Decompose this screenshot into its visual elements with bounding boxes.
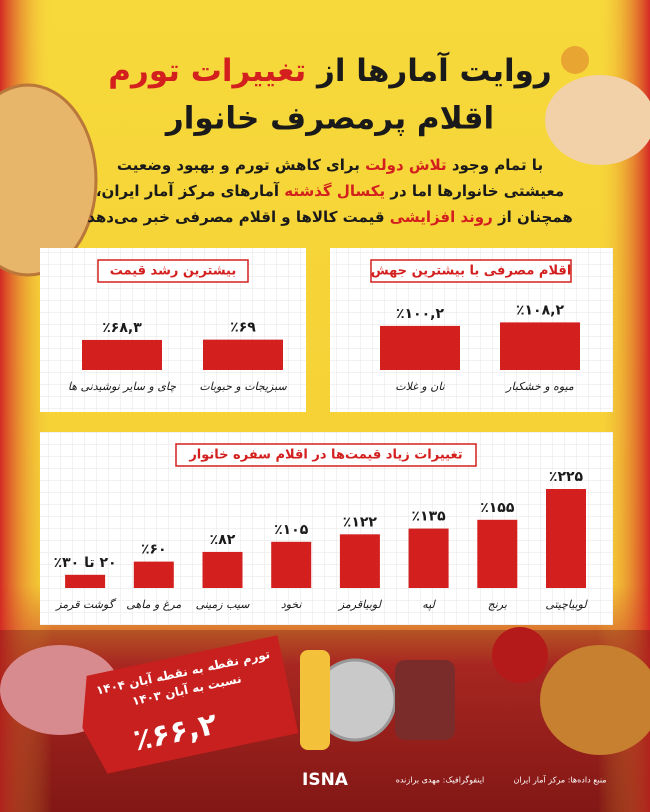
bread-decor-2 [540, 645, 650, 755]
title-line-1: روایت آمارها از تغییرات تورم [108, 51, 551, 89]
category-label: برنج [488, 598, 507, 611]
value-label: ۲۰ تا ۳۰٪ [54, 555, 117, 571]
chart-title: تغییرات زیاد قیمت‌ها در اقلام سفره خانوا… [188, 448, 462, 463]
category-label: نخود [281, 598, 303, 611]
bar [380, 325, 460, 370]
badge-shape [82, 635, 299, 774]
category-label: میوه و خشکبار [504, 380, 574, 393]
apple-decor [492, 627, 548, 683]
chicken-decor [545, 75, 650, 165]
bar [339, 534, 380, 588]
body-highlight: تلاش دولت [365, 156, 446, 174]
source: منبع داده‌ها: مرکز آمار ایران [513, 775, 606, 785]
panel-header-box [97, 259, 249, 283]
category-label: سیب زمینی [196, 598, 251, 611]
value-label: ٪۱۳۵ [412, 509, 447, 525]
oil-decor [300, 650, 330, 750]
value-label: ٪۶۸,۳ [102, 320, 142, 336]
value-label: ٪۱۰۰,۲ [396, 306, 444, 322]
bar [82, 339, 162, 370]
title-highlight: تغییرات تورم [108, 53, 306, 89]
body-part: قیمت کالاها و اقلام مصرفی خبر می‌دهد [87, 208, 390, 226]
designer: اینفوگرافیک: مهدی برازنده [396, 775, 484, 785]
title-line-2: اقلام پرمصرف خانوار [164, 101, 494, 137]
body-highlight: یکسال گذشته [284, 182, 385, 200]
value-label: ٪۲۲۵ [549, 469, 584, 485]
category-label: لوبیاقرمز [337, 598, 383, 611]
body-line: معیشتی خانوارها اما در یکسال گذشته آماره… [96, 182, 564, 200]
bar [477, 519, 518, 588]
body-text: با تمام وجود تلاش دولت برای کاهش تورم و … [87, 156, 573, 227]
category-label: نان و غلات [395, 380, 445, 393]
bar [500, 322, 580, 370]
body-part: با تمام وجود [447, 156, 543, 174]
title-part: روایت آمارها از [306, 51, 552, 89]
bar [408, 528, 449, 588]
value-label: ٪۶۹ [230, 320, 256, 336]
body-line: همچنان از روند افزایشی قیمت کالاها و اقل… [87, 208, 573, 227]
bar [202, 551, 243, 588]
category-label: مرغ و ماهی [126, 598, 181, 611]
bar [133, 561, 174, 588]
category-label: لپه [422, 598, 436, 611]
charts: اقلام مصرفی با بیشترین جهش ٪۱۰۸,۲ میوه و خ… [54, 259, 588, 611]
bar [546, 489, 586, 588]
category-label: سبزیجات و حبوبات [199, 380, 287, 393]
value-label: ٪۱۰۸,۲ [516, 302, 564, 318]
value-label: ٪۸۲ [210, 532, 236, 548]
category-label: لوبیاچیتی [545, 598, 588, 611]
value-label: ٪۱۲۲ [343, 514, 378, 530]
bar [65, 574, 106, 588]
body-line: با تمام وجود تلاش دولت برای کاهش تورم و … [117, 156, 543, 174]
jar-decor [395, 660, 455, 740]
chart-title: بیشترین رشد قیمت [110, 264, 237, 279]
body-part: آمارهای مرکز آمار ایران، [96, 182, 284, 200]
chart-title: اقلام مصرفی با بیشترین جهش [371, 264, 572, 279]
category-label: چای و سایر نوشیدنی ها [68, 380, 176, 393]
badge: تورم نقطه به نقطه آبان ۱۴۰۴ نسبت به آبان… [82, 635, 299, 774]
body-part: همچنان از [493, 208, 573, 227]
bar [203, 339, 283, 370]
body-part: معیشتی خانوارها اما در [385, 182, 564, 200]
grain-decor [561, 46, 589, 74]
bread-decor [0, 83, 98, 277]
body-highlight: روند افزایشی [390, 208, 493, 226]
logo: ISNA [302, 770, 349, 790]
panel-header-box [175, 443, 477, 467]
value-label: ٪۱۰۵ [274, 522, 309, 538]
bar [271, 541, 312, 588]
value-label: ٪۱۵۵ [480, 500, 515, 516]
body-part: برای کاهش تورم و بهبود وضعیت [117, 156, 365, 174]
value-label: ٪۶۰ [141, 542, 167, 558]
category-label: گوشت قرمز [54, 598, 116, 611]
panel-header-box [370, 259, 572, 283]
